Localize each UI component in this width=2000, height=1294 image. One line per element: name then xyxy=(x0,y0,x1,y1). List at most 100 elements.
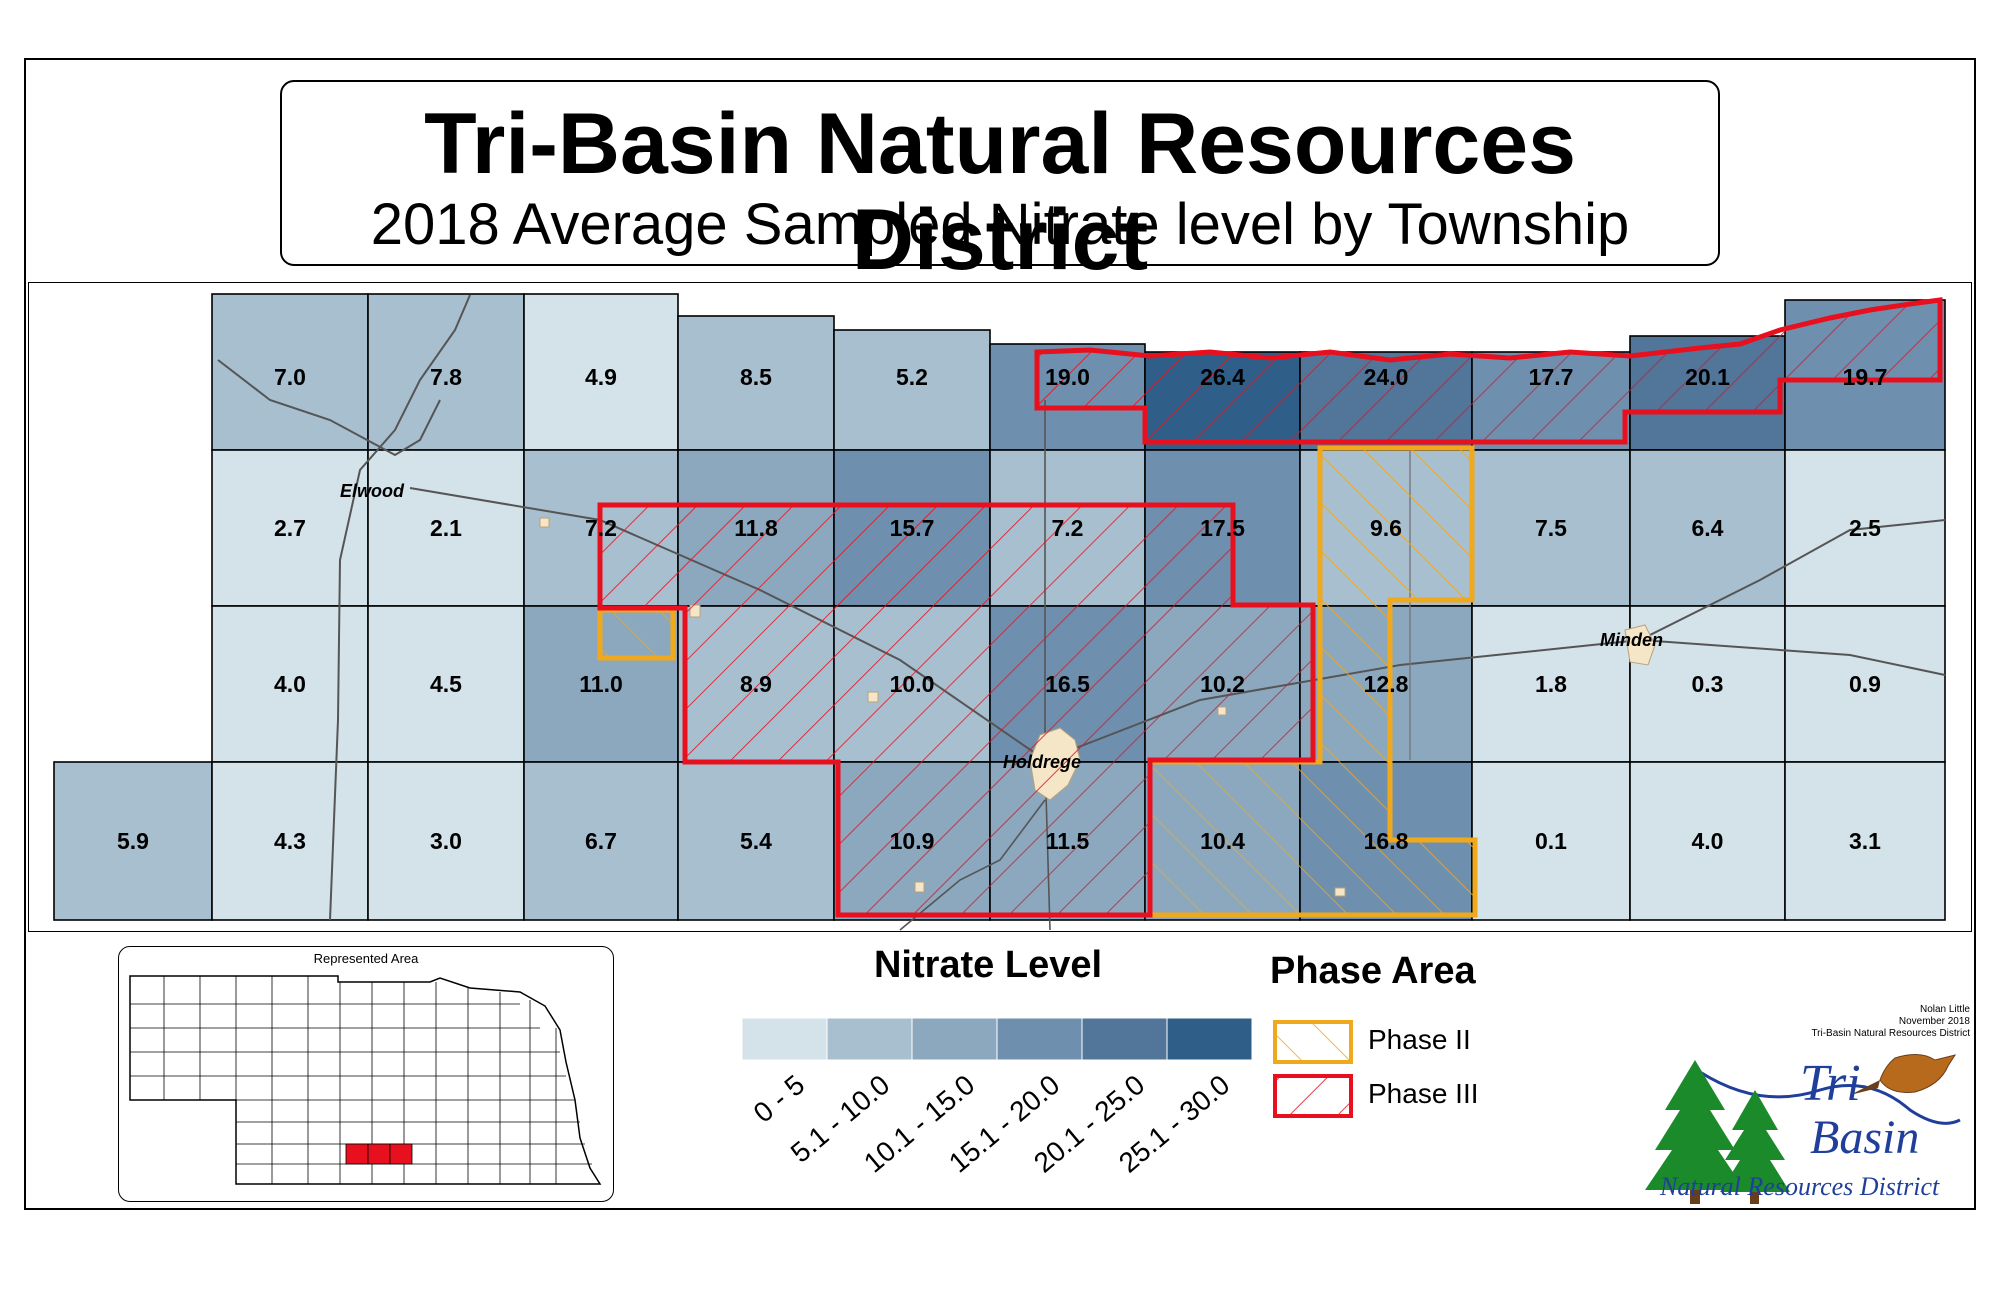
township-cell xyxy=(677,315,835,451)
township-cell xyxy=(211,605,369,763)
township-cell xyxy=(1471,605,1631,763)
nitrate-legend-label: 0 - 5 xyxy=(748,1069,811,1129)
phase-iii-label: Phase III xyxy=(1368,1078,1479,1109)
township-value-label: 1.8 xyxy=(1535,671,1567,697)
township-value-label: 4.5 xyxy=(430,671,462,697)
credit-organization: Tri-Basin Natural Resources District xyxy=(1811,1028,1970,1039)
nitrate-legend-swatches xyxy=(741,1017,1253,1061)
nitrate-legend-title: Nitrate Level xyxy=(873,944,1103,986)
township-value-label: 16.8 xyxy=(1364,828,1409,854)
township-value-label: 2.1 xyxy=(430,515,462,541)
phase-ii-label: Phase II xyxy=(1368,1024,1471,1055)
phase-legend-title: Phase Area xyxy=(1270,950,1476,992)
township-value-label: 15.7 xyxy=(890,515,935,541)
township-value-label: 8.9 xyxy=(740,671,772,697)
nitrate-legend-swatch xyxy=(911,1017,998,1061)
phase-iii-swatch xyxy=(1273,1074,1353,1118)
township-value-label: 10.2 xyxy=(1200,671,1245,697)
pheasant-icon xyxy=(1850,1054,1957,1095)
township-value-label: 11.5 xyxy=(1046,828,1090,854)
nitrate-legend-swatch xyxy=(1166,1017,1253,1061)
map-title: Tri-Basin Natural Resources District xyxy=(424,96,1576,288)
nitrate-legend-swatch xyxy=(741,1017,828,1061)
logo-text-nrd: Natural Resources District xyxy=(1660,1172,1940,1201)
township-cell xyxy=(1784,761,1946,921)
inset-title: Represented Area xyxy=(313,951,419,966)
township-value-label: 12.8 xyxy=(1364,671,1409,697)
township-value-label: 5.2 xyxy=(896,364,928,390)
township-value-label: 0.3 xyxy=(1692,671,1724,697)
title-box: Tri-Basin Natural Resources District 201… xyxy=(280,80,1720,288)
township-cell xyxy=(53,761,213,921)
township-value-label: 3.0 xyxy=(430,828,462,854)
township-value-label: 3.1 xyxy=(1849,828,1881,854)
city-label-elwood: Elwood xyxy=(340,481,405,501)
city-label-holdrege: Holdrege xyxy=(1003,752,1081,772)
map-frame xyxy=(24,58,1976,1210)
map-credit: Nolan Little November 2018 Tri-Basin Nat… xyxy=(1811,1004,1970,1040)
township-value-label: 20.1 xyxy=(1685,364,1730,390)
township-cell xyxy=(1471,761,1631,921)
township-value-label: 7.8 xyxy=(430,364,462,390)
township-value-label: 19.7 xyxy=(1843,364,1888,390)
nitrate-legend-swatch xyxy=(996,1017,1083,1061)
nitrate-legend-swatch xyxy=(826,1017,913,1061)
township-value-label: 24.0 xyxy=(1364,364,1409,390)
township-value-label: 17.5 xyxy=(1200,515,1245,541)
pine-tree-icon xyxy=(1720,1090,1790,1204)
township-value-label: 7.2 xyxy=(1052,515,1084,541)
pine-tree-icon xyxy=(1645,1060,1745,1204)
city-label-minden: Minden xyxy=(1600,630,1663,650)
township-cell xyxy=(1629,761,1786,921)
map-subtitle: 2018 Average Sampled Nitrate level by To… xyxy=(370,192,1630,257)
logo-text-tri: Tri xyxy=(1800,1055,1861,1112)
township-value-label: 11.0 xyxy=(579,671,623,697)
tri-basin-logo xyxy=(1645,1054,1961,1204)
township-value-label: 11.8 xyxy=(734,515,778,541)
township-value-label: 10.9 xyxy=(890,828,935,854)
river-icon xyxy=(1699,1070,1961,1125)
township-cell xyxy=(367,449,525,607)
township-value-label: 6.4 xyxy=(1692,515,1724,541)
phase-ii-swatch xyxy=(1273,1020,1353,1064)
township-value-label: 26.4 xyxy=(1200,364,1245,390)
inset-nebraska-map xyxy=(129,975,602,1185)
logo-text-basin: Basin xyxy=(1810,1111,1920,1164)
credit-date: November 2018 xyxy=(1898,1016,1970,1027)
township-value-label: 2.5 xyxy=(1849,515,1881,541)
phase-legend-swatches xyxy=(1273,1020,1353,1118)
township-cell xyxy=(211,449,369,607)
nitrate-legend-swatch xyxy=(1081,1017,1168,1061)
township-cell xyxy=(1471,449,1631,607)
township-value-label: 5.4 xyxy=(740,828,772,854)
map-panel xyxy=(28,282,1972,932)
city-labels: Elwood Holdrege Minden xyxy=(340,481,1663,772)
township-cell xyxy=(677,761,835,921)
township-value-label: 4.0 xyxy=(1692,828,1724,854)
township-value-label: 0.1 xyxy=(1535,828,1567,854)
township-value-label: 4.3 xyxy=(274,828,306,854)
phase-iii-areas xyxy=(597,297,1943,918)
township-value-label: 6.7 xyxy=(585,828,617,854)
township-value-label: 10.0 xyxy=(890,671,935,697)
township-cell xyxy=(211,761,369,921)
township-value-label: 9.6 xyxy=(1370,515,1402,541)
township-value-label: 16.5 xyxy=(1045,671,1090,697)
township-value-label: 0.9 xyxy=(1849,671,1881,697)
township-cell xyxy=(1784,605,1946,763)
inset-box: Represented Area xyxy=(118,946,614,1202)
township-value-label: 2.7 xyxy=(274,515,306,541)
township-cell xyxy=(833,329,991,451)
township-cell xyxy=(211,293,369,451)
township-value-label: 7.5 xyxy=(1535,515,1567,541)
township-value-label: 7.0 xyxy=(274,364,306,390)
credit-author: Nolan Little xyxy=(1919,1004,1970,1015)
township-value-label: 4.9 xyxy=(585,364,617,390)
township-value-label: 10.4 xyxy=(1200,828,1245,854)
township-value-label: 5.9 xyxy=(117,828,149,854)
township-value-label: 17.7 xyxy=(1529,364,1574,390)
township-cell xyxy=(367,761,525,921)
township-value-label: 4.0 xyxy=(274,671,306,697)
township-value-label: 8.5 xyxy=(740,364,772,390)
